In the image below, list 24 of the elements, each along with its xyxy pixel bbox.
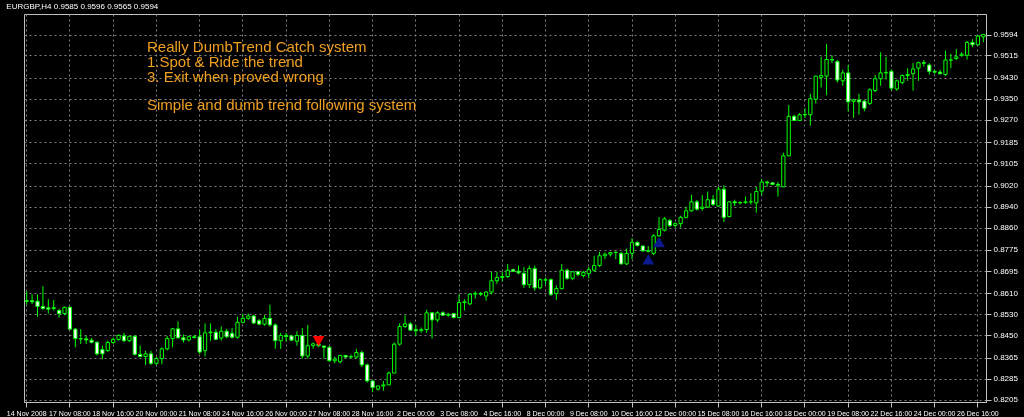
y-tick-label: 0.9185 bbox=[993, 137, 1019, 147]
y-tick-label: 0.8450 bbox=[993, 330, 1019, 340]
y-tick-label: 0.8610 bbox=[993, 288, 1019, 298]
y-tick-label: 0.8695 bbox=[993, 266, 1019, 276]
annotation: Simple and dumb trend following system bbox=[147, 96, 417, 113]
y-tick-label: 0.8205 bbox=[993, 395, 1019, 405]
y-tick-label: 0.9350 bbox=[993, 94, 1019, 104]
y-tick-label: 0.8940 bbox=[993, 202, 1019, 212]
y-tick-label: 0.9020 bbox=[993, 181, 1019, 191]
y-tick-label: 0.9515 bbox=[993, 50, 1019, 60]
annotation: Really DumbTrend Catch system bbox=[147, 38, 367, 55]
point bbox=[653, 236, 665, 248]
point bbox=[312, 336, 325, 347]
y-tick-label: 0.8285 bbox=[993, 374, 1019, 384]
y-tick-label: 0.8530 bbox=[993, 309, 1019, 319]
chart-title: EURGBP,H4 0.9585 0.9596 0.9565 0.9594 bbox=[6, 2, 159, 11]
y-tick-label: 0.9270 bbox=[993, 115, 1019, 125]
y-tick-label: 0.9594 bbox=[993, 30, 1019, 40]
point bbox=[642, 254, 655, 265]
y-tick-label: 0.9105 bbox=[993, 158, 1019, 168]
y-tick-label: 0.8775 bbox=[993, 245, 1019, 255]
y-tick-label: 0.9430 bbox=[993, 73, 1019, 83]
y-tick-label: 0.8365 bbox=[993, 353, 1019, 363]
y-tick-label: 0.8860 bbox=[993, 223, 1019, 233]
